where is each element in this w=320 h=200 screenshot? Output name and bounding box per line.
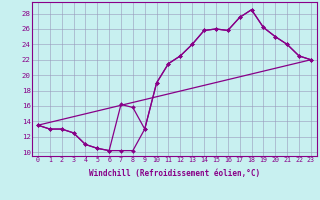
X-axis label: Windchill (Refroidissement éolien,°C): Windchill (Refroidissement éolien,°C) bbox=[89, 169, 260, 178]
